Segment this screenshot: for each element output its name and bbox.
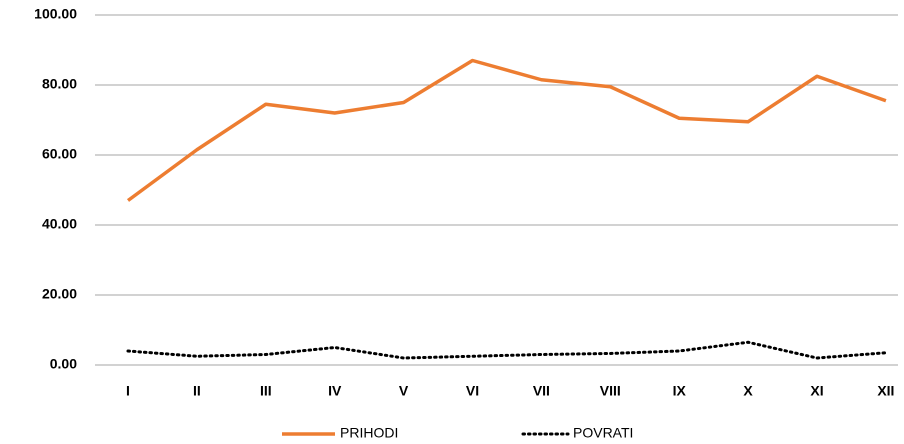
legend-label: PRIHODI xyxy=(340,425,398,441)
y-tick-label: 80.00 xyxy=(42,76,77,92)
series-line xyxy=(126,340,888,360)
x-tick-label: VI xyxy=(466,383,479,399)
x-tick-label: V xyxy=(399,383,409,399)
y-tick-label: 20.00 xyxy=(42,286,77,302)
x-tick-label: III xyxy=(260,383,272,399)
x-tick-label: II xyxy=(193,383,201,399)
y-tick-label: 60.00 xyxy=(42,146,77,162)
x-tick-label: VII xyxy=(533,383,550,399)
x-tick-label: IX xyxy=(673,383,687,399)
series-line xyxy=(126,58,887,202)
x-tick-label: X xyxy=(743,383,753,399)
x-tick-label: VIII xyxy=(600,383,621,399)
y-tick-label: 40.00 xyxy=(42,216,77,232)
x-tick-label: XII xyxy=(877,383,894,399)
x-tick-label: XI xyxy=(810,383,823,399)
legend-label: POVRATI xyxy=(573,425,633,441)
x-tick-label: I xyxy=(126,383,130,399)
y-tick-label: 100.00 xyxy=(34,6,77,22)
y-tick-label: 0.00 xyxy=(50,356,77,372)
x-tick-label: IV xyxy=(328,383,342,399)
